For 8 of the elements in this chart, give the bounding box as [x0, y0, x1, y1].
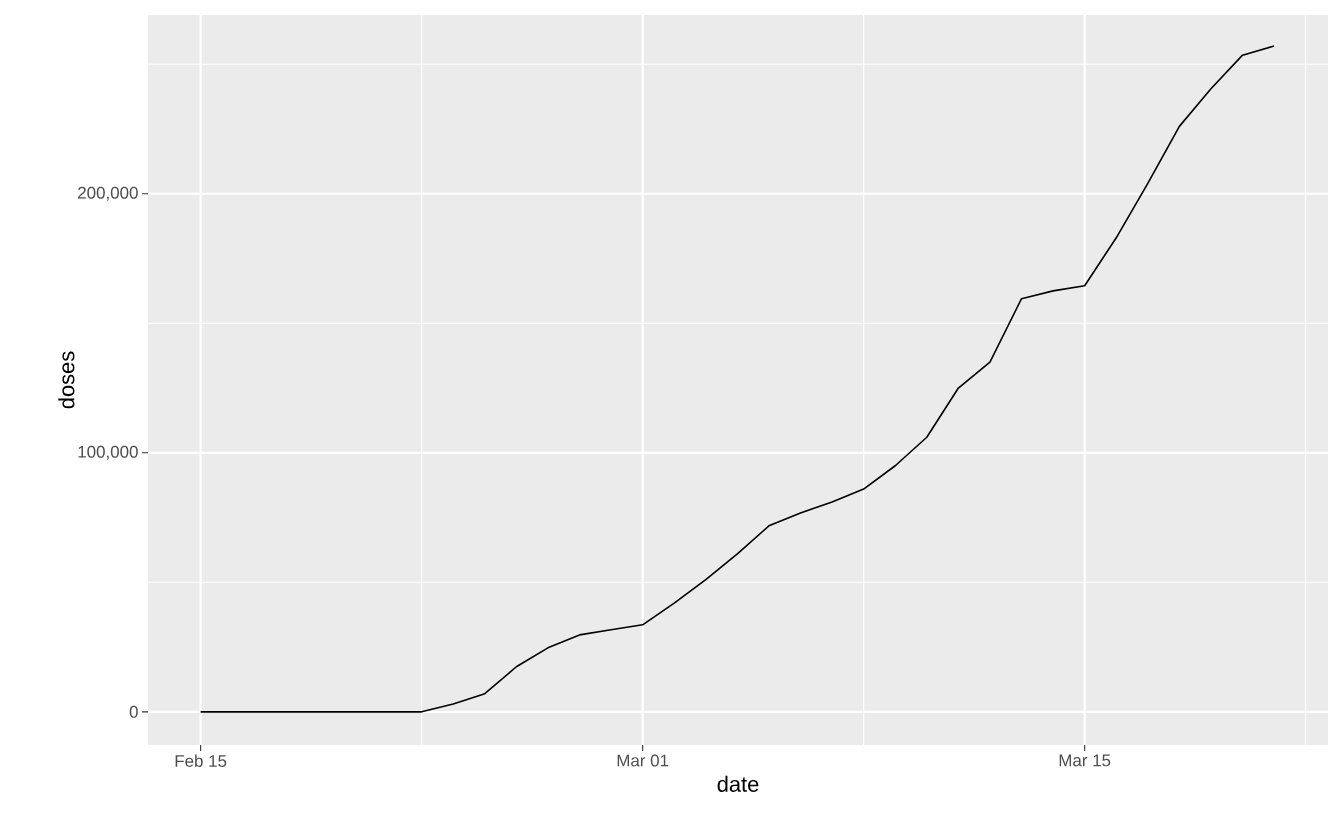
y-tick-label: 200,000 — [78, 186, 138, 201]
x-axis-title: date — [717, 775, 759, 792]
y-axis-title: doses — [58, 351, 75, 409]
y-tick-label: 0 — [129, 705, 138, 718]
x-tick-label: Feb 15 — [175, 754, 227, 767]
x-tick-label: Mar 01 — [617, 754, 669, 767]
x-tick-label: Mar 15 — [1059, 754, 1111, 767]
y-tick-label: 100,000 — [78, 445, 138, 460]
